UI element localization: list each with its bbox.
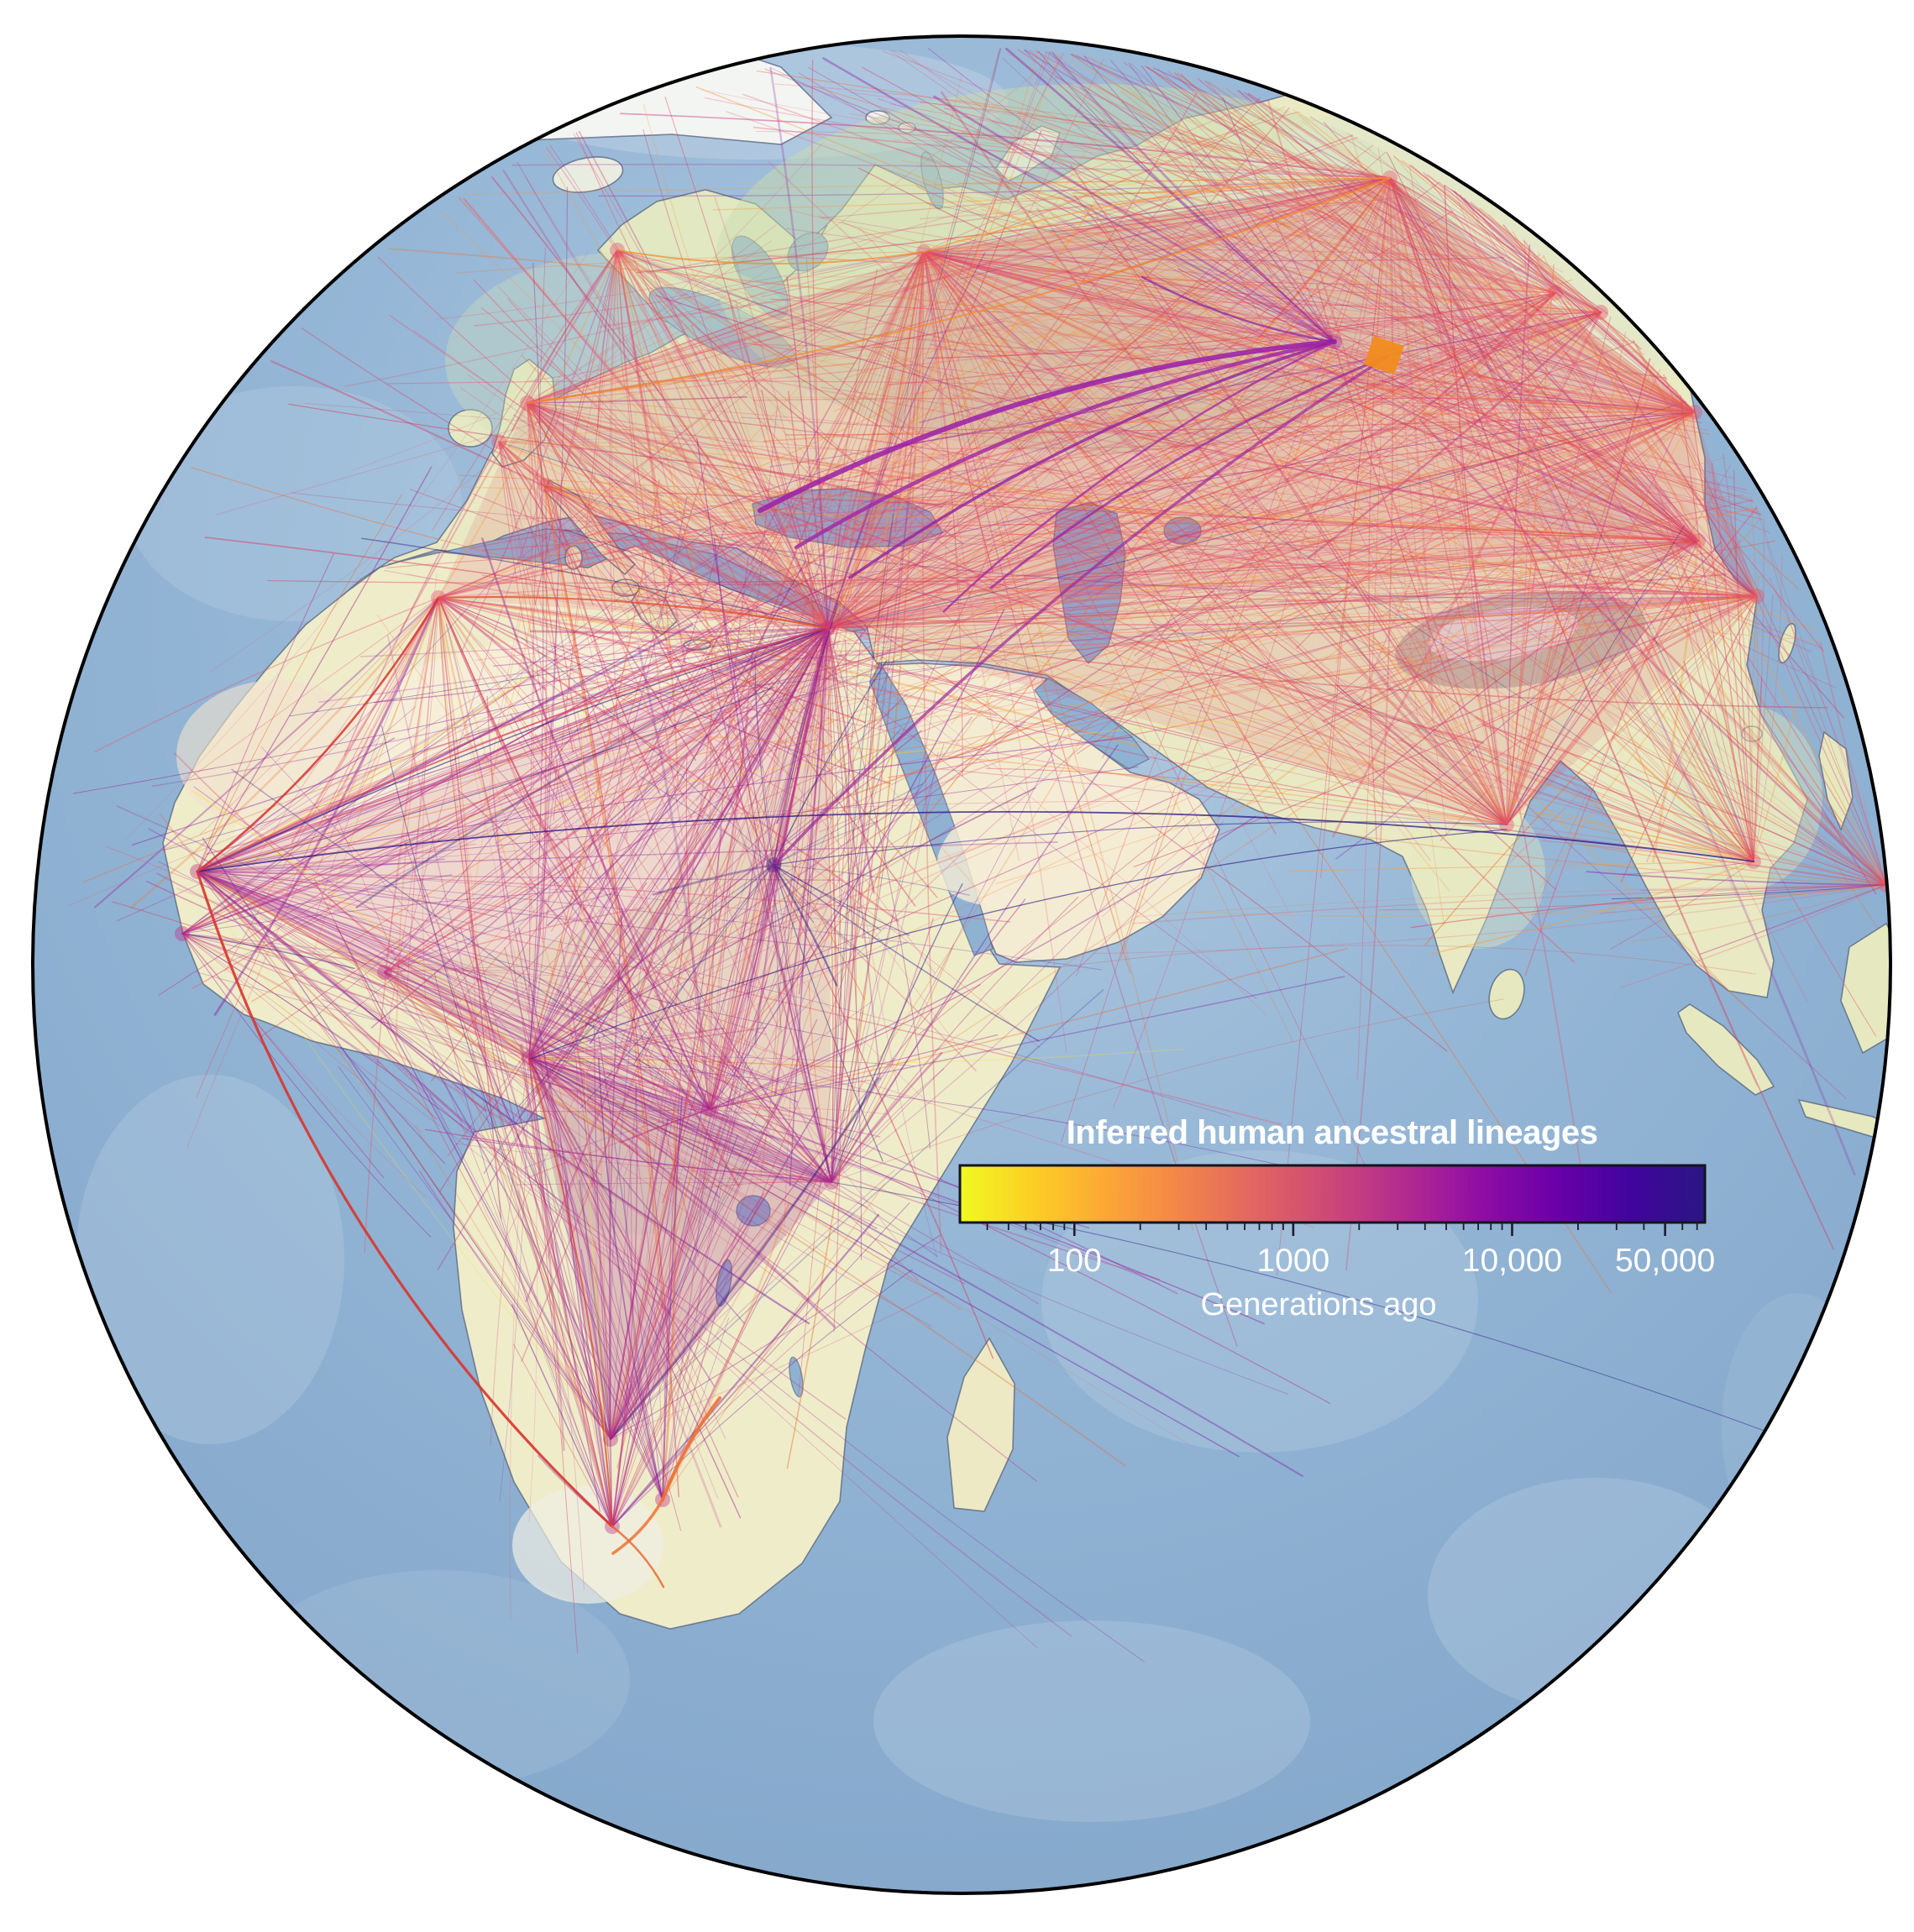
lineage-hub xyxy=(1593,305,1608,320)
lineage-link xyxy=(352,66,1042,471)
lineage-link xyxy=(1059,945,1756,975)
lineage-link xyxy=(528,829,1508,1060)
legend-axis-label: Generations ago xyxy=(1201,1287,1437,1322)
land-greece xyxy=(631,587,678,636)
land-sumatra xyxy=(1677,1003,1775,1096)
land-ireland xyxy=(448,409,493,448)
lineage-link xyxy=(125,251,589,840)
land-greenland xyxy=(393,36,833,145)
lineage-hub xyxy=(1749,589,1765,604)
lineage-link xyxy=(196,596,440,873)
lineage-hub xyxy=(538,478,553,493)
lineage-link xyxy=(831,998,1504,1183)
lineage-link xyxy=(772,354,1390,867)
lake-tanganyika xyxy=(716,1259,732,1307)
legend-colorbar xyxy=(958,1164,1707,1224)
lineage-density-washes xyxy=(197,178,1757,1439)
legend: Inferred human ancestral lineages 100 100… xyxy=(958,1114,1716,1322)
lake-malawi xyxy=(789,1356,804,1398)
lineage-hub xyxy=(175,926,190,941)
legend-title: Inferred human ancestral lineages xyxy=(1067,1114,1598,1151)
lineage-link xyxy=(197,810,1754,872)
lineage-link xyxy=(437,595,830,630)
lineage-link xyxy=(794,339,1337,550)
lineage-link xyxy=(209,142,824,673)
lineage-link xyxy=(436,100,1261,320)
lineage-hub xyxy=(491,434,506,449)
land-borneo xyxy=(1840,922,1890,1055)
lineage-link xyxy=(197,627,829,872)
lineage-hub xyxy=(377,965,392,980)
lineage-link xyxy=(196,870,614,1528)
aral-sea xyxy=(1163,516,1202,545)
legend-tick-label: 10,000 xyxy=(1462,1243,1562,1279)
legend-tick-label: 1000 xyxy=(1256,1243,1329,1279)
lineage-hub xyxy=(1687,405,1702,420)
recent-lineage-cluster-marker xyxy=(1364,336,1404,374)
lineage-link xyxy=(1141,275,1336,343)
legend-tick-label: 50,000 xyxy=(1615,1243,1715,1279)
lineage-link xyxy=(848,340,1336,579)
globe-outline xyxy=(31,34,1892,1895)
caspian-sea xyxy=(1052,501,1126,665)
lake-victoria xyxy=(736,1195,771,1227)
legend-tick-labels: 100 1000 10,000 50,000 xyxy=(1047,1243,1716,1279)
legend-tick-marks xyxy=(986,1223,1698,1236)
lineage-link xyxy=(528,1057,613,1527)
land-sardinia xyxy=(564,545,583,570)
land-japan-1 xyxy=(1782,477,1809,517)
lineage-lines xyxy=(68,47,1890,1662)
land-sicily xyxy=(611,579,640,597)
land-luzon xyxy=(1818,730,1854,832)
lineage-hub xyxy=(603,1432,618,1447)
lineage-link xyxy=(942,340,1336,613)
lineage-link xyxy=(197,627,829,872)
lineage-hub xyxy=(1691,533,1706,548)
lineage-link xyxy=(661,1396,721,1501)
lineage-link xyxy=(758,339,1337,513)
land-hainan xyxy=(1741,725,1763,742)
land-australia-nw xyxy=(1807,1350,1885,1546)
lineage-link xyxy=(616,249,925,264)
land-iceland xyxy=(552,156,624,193)
legend-tick-label: 100 xyxy=(1047,1243,1102,1279)
lineage-highlight-links xyxy=(125,66,1823,1589)
land-sri-lanka xyxy=(1488,968,1525,1020)
land-italy xyxy=(543,479,637,576)
lineage-link xyxy=(923,177,1391,253)
lineage-link xyxy=(773,821,1508,866)
lineage-hub xyxy=(824,1175,839,1190)
lineage-link xyxy=(438,597,1508,825)
lineage-hub xyxy=(1548,285,1563,301)
lineage-hub xyxy=(702,1102,717,1117)
lineage-link xyxy=(611,1498,664,1555)
land-taiwan xyxy=(1778,622,1796,664)
terrain-tints xyxy=(176,84,1822,1604)
lineage-link xyxy=(989,354,1390,589)
land-madagascar xyxy=(947,1337,1015,1512)
lineage-link xyxy=(526,176,1392,405)
lineage-link xyxy=(611,1525,665,1589)
